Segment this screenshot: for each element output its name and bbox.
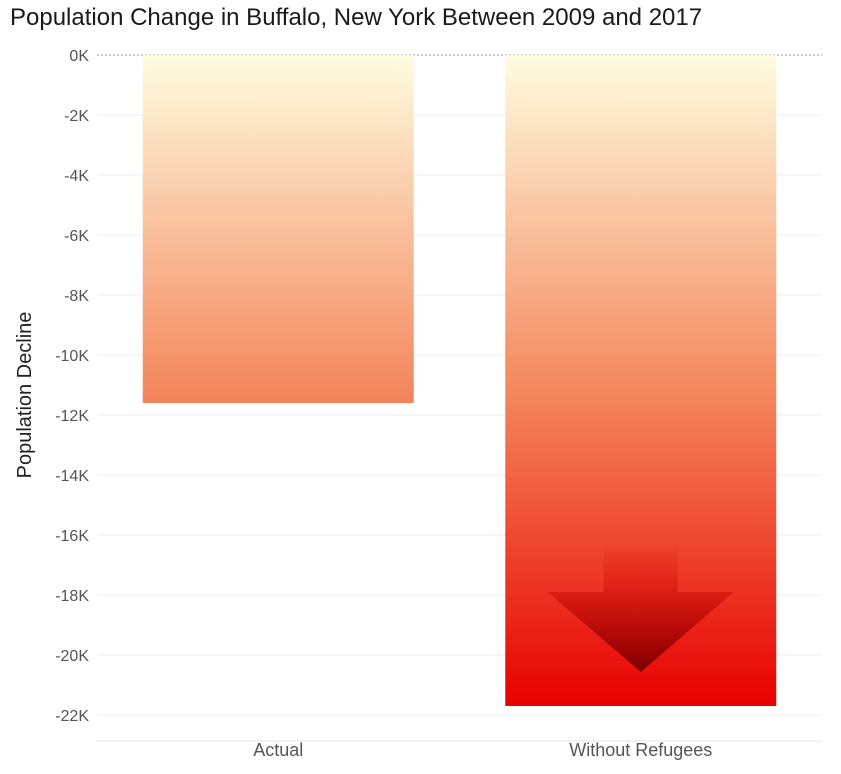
x-tick-label: Actual [253,740,303,760]
y-tick-label: -12K [55,408,89,425]
y-tick-label: -16K [55,528,89,545]
chart-title: Population Change in Buffalo, New York B… [10,4,703,31]
x-tick-labels: Actual Without Refugees [253,740,712,760]
y-tick-label: -8K [64,288,89,305]
y-tick-label: -6K [64,228,89,245]
y-tick-label: -14K [55,468,89,485]
y-tick-label: -22K [55,708,89,725]
y-tick-label: 0K [69,48,89,65]
y-tick-label: -20K [55,648,89,665]
bar-actual [142,55,414,403]
y-tick-label: -4K [64,168,89,185]
y-tick-label: -18K [55,588,89,605]
down-arrow-icon [547,540,734,672]
y-tick-label: -2K [64,108,89,125]
x-tick-label: Without Refugees [569,740,712,760]
y-tick-labels: 0K -2K -4K -6K -8K -10K -12K -14K -16K -18K -20K -2… [55,48,89,725]
y-axis-title: Population Decline [14,312,36,479]
y-tick-label: -10K [55,348,89,365]
annotations [547,540,734,672]
